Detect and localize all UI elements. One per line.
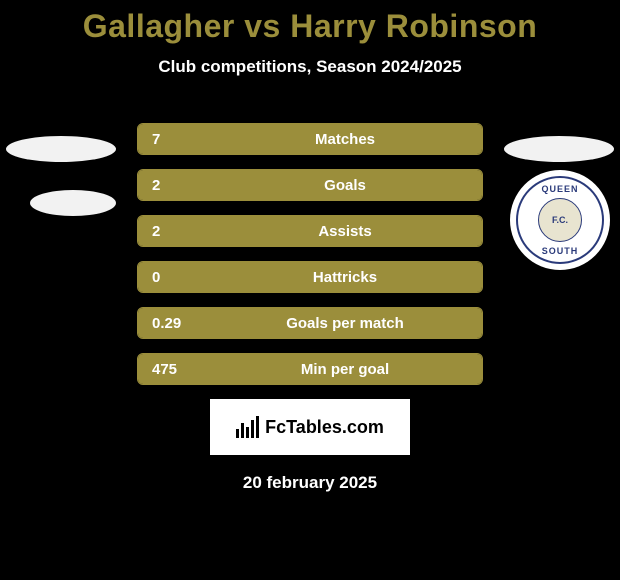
badge-text-top: QUEEN [541, 184, 578, 194]
stat-row: 0.29Goals per match [137, 307, 483, 339]
placeholder-ellipse [504, 136, 614, 162]
club-badge: QUEEN F.C. SOUTH [510, 170, 610, 270]
page-title: Gallagher vs Harry Robinson [0, 8, 620, 45]
brand-box: FcTables.com [210, 399, 410, 455]
player-left-avatar [6, 120, 116, 230]
date-label: 20 february 2025 [0, 473, 620, 493]
stat-label: Hattricks [138, 269, 482, 286]
placeholder-ellipse [6, 136, 116, 162]
stat-label: Goals per match [138, 315, 482, 332]
stat-row: 2Goals [137, 169, 483, 201]
stats-list: 7Matches 2Goals 2Assists 0Hattricks 0.29Goal… [137, 123, 483, 385]
comparison-card: Gallagher vs Harry Robinson Club competi… [0, 0, 620, 580]
stat-label: Min per goal [138, 361, 482, 378]
club-badge-inner: QUEEN F.C. SOUTH [516, 176, 604, 264]
badge-text-bottom: SOUTH [542, 246, 579, 256]
stat-row: 0Hattricks [137, 261, 483, 293]
stat-label: Assists [138, 223, 482, 240]
brand-text: FcTables.com [265, 417, 384, 438]
stat-row: 2Assists [137, 215, 483, 247]
bar-chart-icon [236, 416, 259, 438]
subtitle: Club competitions, Season 2024/2025 [0, 57, 620, 77]
stat-row: 7Matches [137, 123, 483, 155]
stat-label: Matches [138, 131, 482, 148]
stat-row: 475Min per goal [137, 353, 483, 385]
badge-center: F.C. [538, 198, 582, 242]
placeholder-ellipse [30, 190, 116, 216]
stat-label: Goals [138, 177, 482, 194]
